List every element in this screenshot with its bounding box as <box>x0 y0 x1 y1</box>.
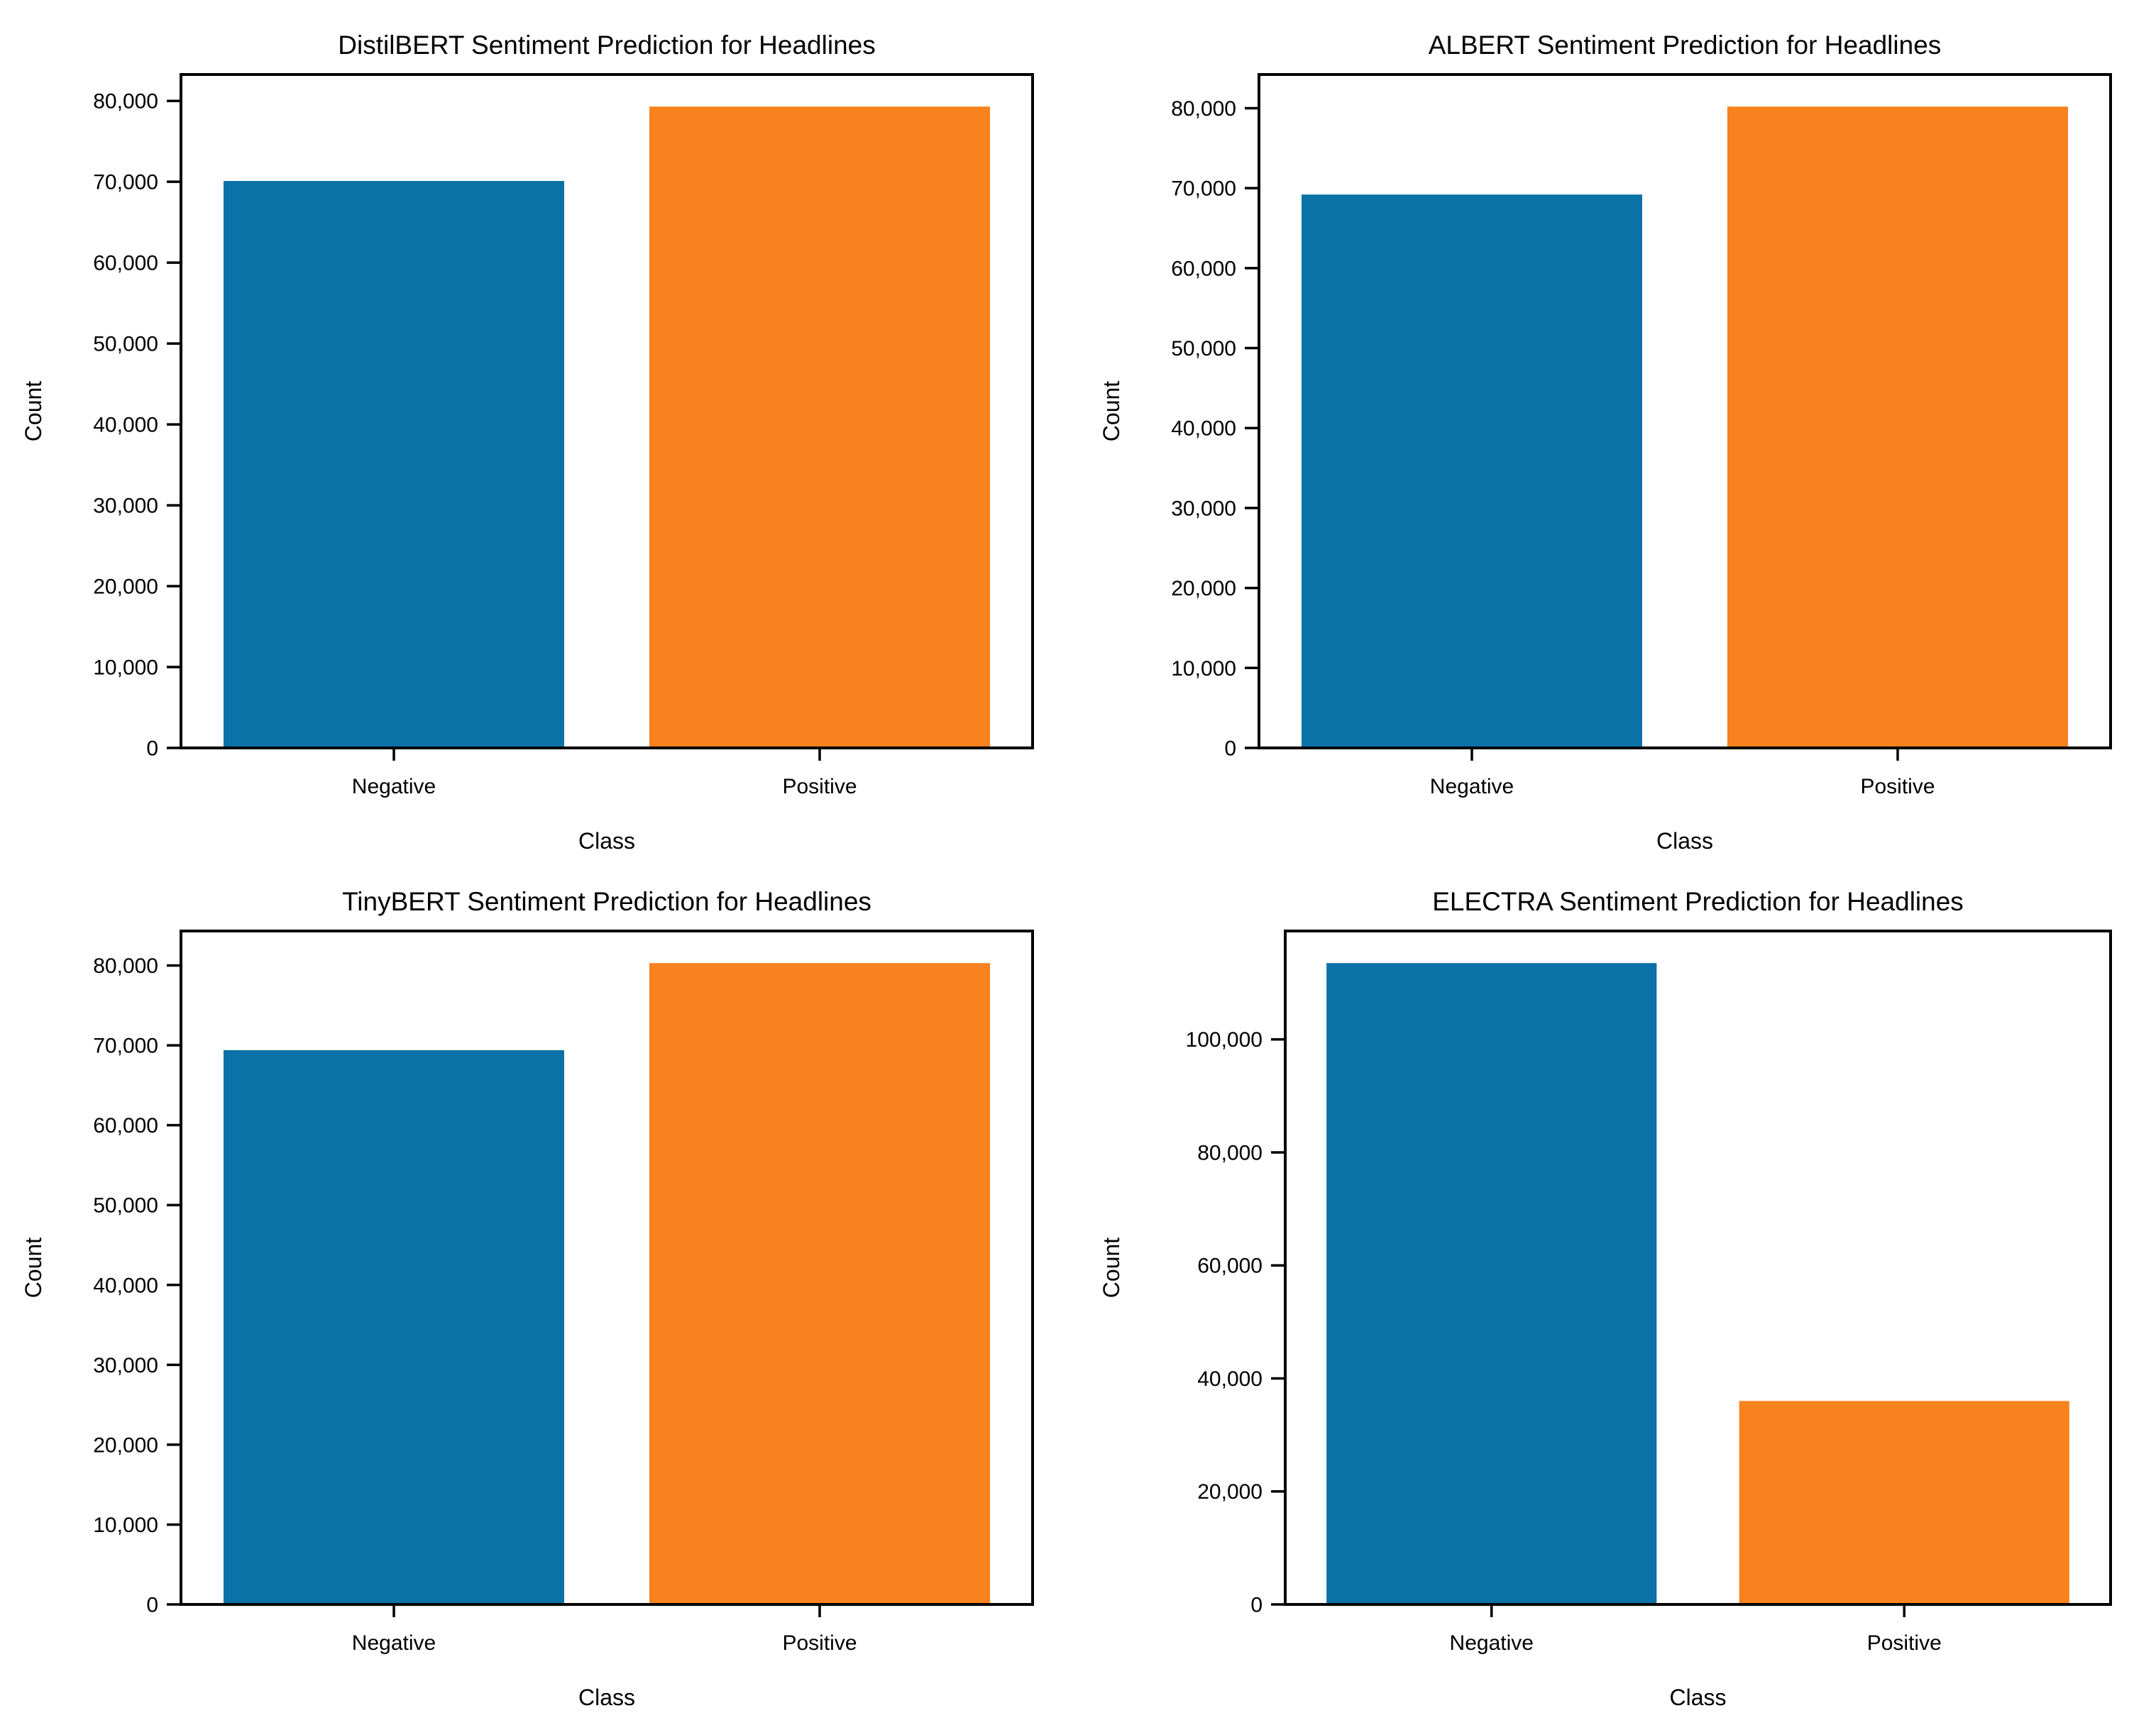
y-tick-label: 70,000 <box>93 1035 158 1058</box>
bar-positive <box>1727 106 2068 748</box>
y-tick-label: 20,000 <box>93 1433 158 1457</box>
y-tick-label: 80,000 <box>93 90 158 114</box>
plot-frame <box>180 73 1034 749</box>
plot-frame <box>180 930 1034 1606</box>
chart-title: DistilBERT Sentiment Prediction for Head… <box>338 31 875 60</box>
chart-albert: 0 10,000 20,000 30,000 40,000 50,000 60,000 70,… <box>1078 0 2156 856</box>
bar-positive <box>1739 1401 2069 1604</box>
chart-electra: 0 20,000 40,000 60,000 80,000 100,000 Negative… <box>1078 856 2156 1713</box>
y-tick-label: 40,000 <box>1171 417 1236 441</box>
y-tick-label: 50,000 <box>1171 337 1236 360</box>
x-tick-label: Negative <box>1430 775 1514 798</box>
plot-frame <box>1284 930 2112 1606</box>
bar-negative <box>224 181 564 749</box>
x-tick-label: Positive <box>782 775 857 798</box>
x-tick-label: Positive <box>782 1631 857 1655</box>
y-tick-label: 0 <box>146 737 158 761</box>
y-tick-label: 20,000 <box>1197 1480 1263 1504</box>
y-tick-label: 30,000 <box>1171 497 1236 520</box>
y-tick-label: 100,000 <box>1186 1028 1263 1052</box>
y-tick-label: 0 <box>1250 1594 1263 1617</box>
y-axis-label: Count <box>21 381 46 442</box>
y-tick-label: 50,000 <box>93 1194 158 1218</box>
chart-svg: 0 20,000 40,000 60,000 80,000 100,000 Negative… <box>1099 887 2112 1710</box>
x-tick-label: Negative <box>352 775 436 798</box>
chart-tinybert: 0 10,000 20,000 30,000 40,000 50,000 60,000 70,… <box>0 856 1078 1713</box>
y-tick-label: 30,000 <box>93 495 158 518</box>
y-tick-label: 80,000 <box>1171 97 1236 121</box>
y-axis-label: Count <box>1099 1238 1124 1299</box>
y-tick-label: 0 <box>1224 737 1236 761</box>
x-axis-label: Class <box>578 1685 635 1710</box>
y-tick-label: 60,000 <box>1197 1255 1263 1278</box>
y-tick-label: 40,000 <box>1197 1367 1263 1391</box>
y-tick-label: 40,000 <box>93 414 158 437</box>
y-axis-label: Count <box>1099 381 1124 442</box>
y-tick-label: 0 <box>146 1594 158 1617</box>
x-axis-label: Class <box>578 828 635 854</box>
y-tick-label: 30,000 <box>93 1354 158 1377</box>
y-tick-label: 60,000 <box>93 252 158 275</box>
x-axis-label: Class <box>1669 1685 1726 1710</box>
y-tick-label: 80,000 <box>93 954 158 978</box>
bar-negative <box>224 1050 564 1604</box>
chart-svg: 0 10,000 20,000 30,000 40,000 50,000 60,000 70,… <box>21 887 1034 1710</box>
bar-positive <box>649 963 990 1604</box>
chart-title: TinyBERT Sentiment Prediction for Headli… <box>342 887 871 916</box>
chart-distilbert: 0 10,000 20,000 30,000 40,000 50,000 60,000 70,… <box>0 0 1078 856</box>
x-axis-label: Class <box>1656 828 1713 854</box>
x-tick-label: Positive <box>1860 775 1935 798</box>
bar-positive <box>649 106 990 748</box>
y-axis-label: Count <box>21 1238 46 1299</box>
y-tick-label: 10,000 <box>1171 657 1236 681</box>
y-tick-label: 80,000 <box>1197 1141 1263 1164</box>
bar-negative <box>1326 963 1657 1604</box>
y-tick-label: 10,000 <box>93 656 158 680</box>
y-tick-label: 20,000 <box>1171 577 1236 600</box>
y-tick-label: 70,000 <box>93 171 158 194</box>
y-tick-label: 60,000 <box>1171 257 1236 280</box>
x-tick-label: Negative <box>352 1631 436 1655</box>
chart-svg: 0 10,000 20,000 30,000 40,000 50,000 60,000 70,… <box>1099 31 2112 854</box>
bar-negative <box>1302 194 1642 748</box>
chart-title: ELECTRA Sentiment Prediction for Headlin… <box>1432 887 1964 916</box>
y-tick-label: 60,000 <box>93 1114 158 1138</box>
y-tick-label: 40,000 <box>93 1274 158 1297</box>
x-tick-label: Negative <box>1450 1631 1534 1655</box>
plot-frame <box>1258 73 2112 749</box>
chart-svg: 0 10,000 20,000 30,000 40,000 50,000 60,000 70,… <box>21 31 1034 854</box>
chart-title: ALBERT Sentiment Prediction for Headline… <box>1429 31 1942 60</box>
y-tick-label: 20,000 <box>93 575 158 599</box>
x-tick-label: Positive <box>1867 1631 1942 1655</box>
y-tick-label: 50,000 <box>93 333 158 356</box>
y-tick-label: 70,000 <box>1171 177 1236 201</box>
y-tick-label: 10,000 <box>93 1514 158 1537</box>
